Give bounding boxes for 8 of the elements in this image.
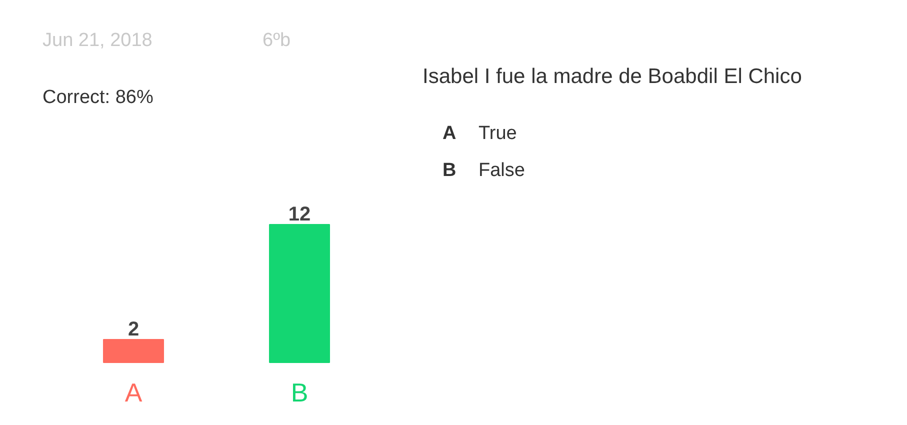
data-label: 12: [288, 204, 311, 226]
text: B: [442, 160, 456, 181]
text: True: [478, 123, 517, 144]
text: Isabel I fue la madre de Boabdil El Chico: [422, 65, 802, 88]
text: Correct: 86%: [42, 87, 154, 108]
data-label: 2: [128, 318, 140, 340]
text: False: [478, 160, 525, 181]
text: A: [442, 123, 456, 144]
